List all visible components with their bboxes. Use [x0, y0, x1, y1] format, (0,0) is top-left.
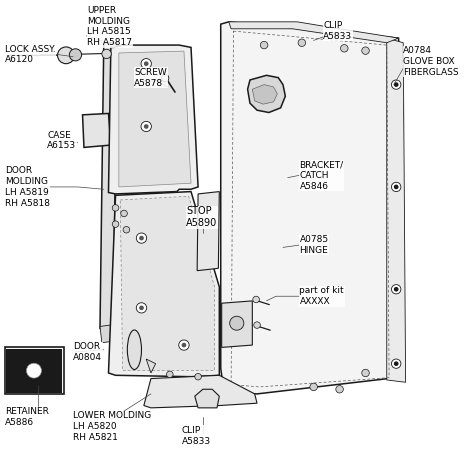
Circle shape [195, 373, 201, 380]
Circle shape [392, 359, 401, 368]
Circle shape [310, 383, 318, 391]
Text: LOCK ASSY.
A6120: LOCK ASSY. A6120 [5, 44, 55, 64]
Polygon shape [109, 45, 198, 194]
Circle shape [392, 285, 401, 294]
Polygon shape [82, 113, 111, 147]
Circle shape [254, 322, 260, 329]
Polygon shape [109, 192, 219, 377]
Circle shape [340, 45, 348, 52]
Polygon shape [100, 43, 117, 329]
Text: CLIP
A5833: CLIP A5833 [182, 426, 211, 445]
Circle shape [141, 59, 151, 69]
Polygon shape [100, 324, 119, 343]
Text: RETAINER
A5886: RETAINER A5886 [5, 407, 49, 427]
Circle shape [123, 226, 130, 233]
Polygon shape [144, 375, 257, 408]
Text: part of kit
AXXXX: part of kit AXXXX [300, 287, 344, 306]
Circle shape [182, 343, 186, 347]
Circle shape [253, 296, 259, 303]
Circle shape [260, 41, 268, 49]
Circle shape [166, 371, 173, 377]
Ellipse shape [128, 330, 142, 370]
Circle shape [137, 233, 146, 243]
Circle shape [394, 185, 399, 189]
Circle shape [57, 47, 74, 64]
Text: UPPER
MOLDING
LH A5815
RH A5817: UPPER MOLDING LH A5815 RH A5817 [87, 6, 132, 47]
Text: DOOR
A0804: DOOR A0804 [73, 342, 102, 362]
Circle shape [141, 121, 151, 131]
Text: LOWER MOLDING
LH A5820
RH A5821: LOWER MOLDING LH A5820 RH A5821 [73, 411, 151, 442]
Polygon shape [247, 75, 285, 112]
Circle shape [230, 316, 244, 330]
Polygon shape [222, 301, 252, 347]
Polygon shape [197, 192, 219, 271]
Text: A0785
HINGE: A0785 HINGE [300, 235, 328, 255]
Circle shape [336, 385, 343, 393]
Polygon shape [146, 359, 155, 373]
Circle shape [394, 361, 399, 366]
Circle shape [394, 82, 399, 87]
Circle shape [161, 75, 169, 82]
Text: BRACKET/
CATCH
A5846: BRACKET/ CATCH A5846 [300, 160, 344, 191]
Circle shape [144, 62, 148, 66]
Polygon shape [120, 196, 215, 370]
Polygon shape [221, 22, 403, 394]
Text: STOP
A5890: STOP A5890 [186, 206, 218, 228]
Circle shape [121, 210, 128, 217]
Polygon shape [229, 22, 399, 43]
Circle shape [144, 124, 148, 129]
Bar [5, 347, 64, 394]
Text: A0784
GLOVE BOX
FIBERGLASS: A0784 GLOVE BOX FIBERGLASS [403, 46, 459, 76]
Circle shape [137, 303, 146, 313]
Text: DOOR
MOLDING
LH A5819
RH A5818: DOOR MOLDING LH A5819 RH A5818 [5, 166, 50, 207]
Circle shape [112, 221, 119, 227]
Circle shape [102, 49, 111, 59]
Polygon shape [252, 85, 277, 104]
Circle shape [27, 363, 42, 378]
Text: CLIP
A5833: CLIP A5833 [323, 21, 352, 41]
Circle shape [112, 205, 119, 211]
Circle shape [362, 369, 369, 377]
Circle shape [362, 47, 369, 55]
Circle shape [298, 39, 306, 47]
Polygon shape [119, 51, 191, 187]
Circle shape [392, 182, 401, 192]
Text: CASE
A6153: CASE A6153 [47, 130, 76, 151]
Circle shape [139, 306, 144, 310]
Bar [7, 350, 61, 391]
Circle shape [394, 287, 399, 292]
Circle shape [392, 80, 401, 89]
Circle shape [179, 340, 189, 350]
Circle shape [69, 49, 82, 61]
Polygon shape [195, 389, 219, 408]
Polygon shape [387, 38, 406, 382]
Circle shape [139, 236, 144, 240]
Text: SCREW
A5878: SCREW A5878 [135, 68, 167, 88]
